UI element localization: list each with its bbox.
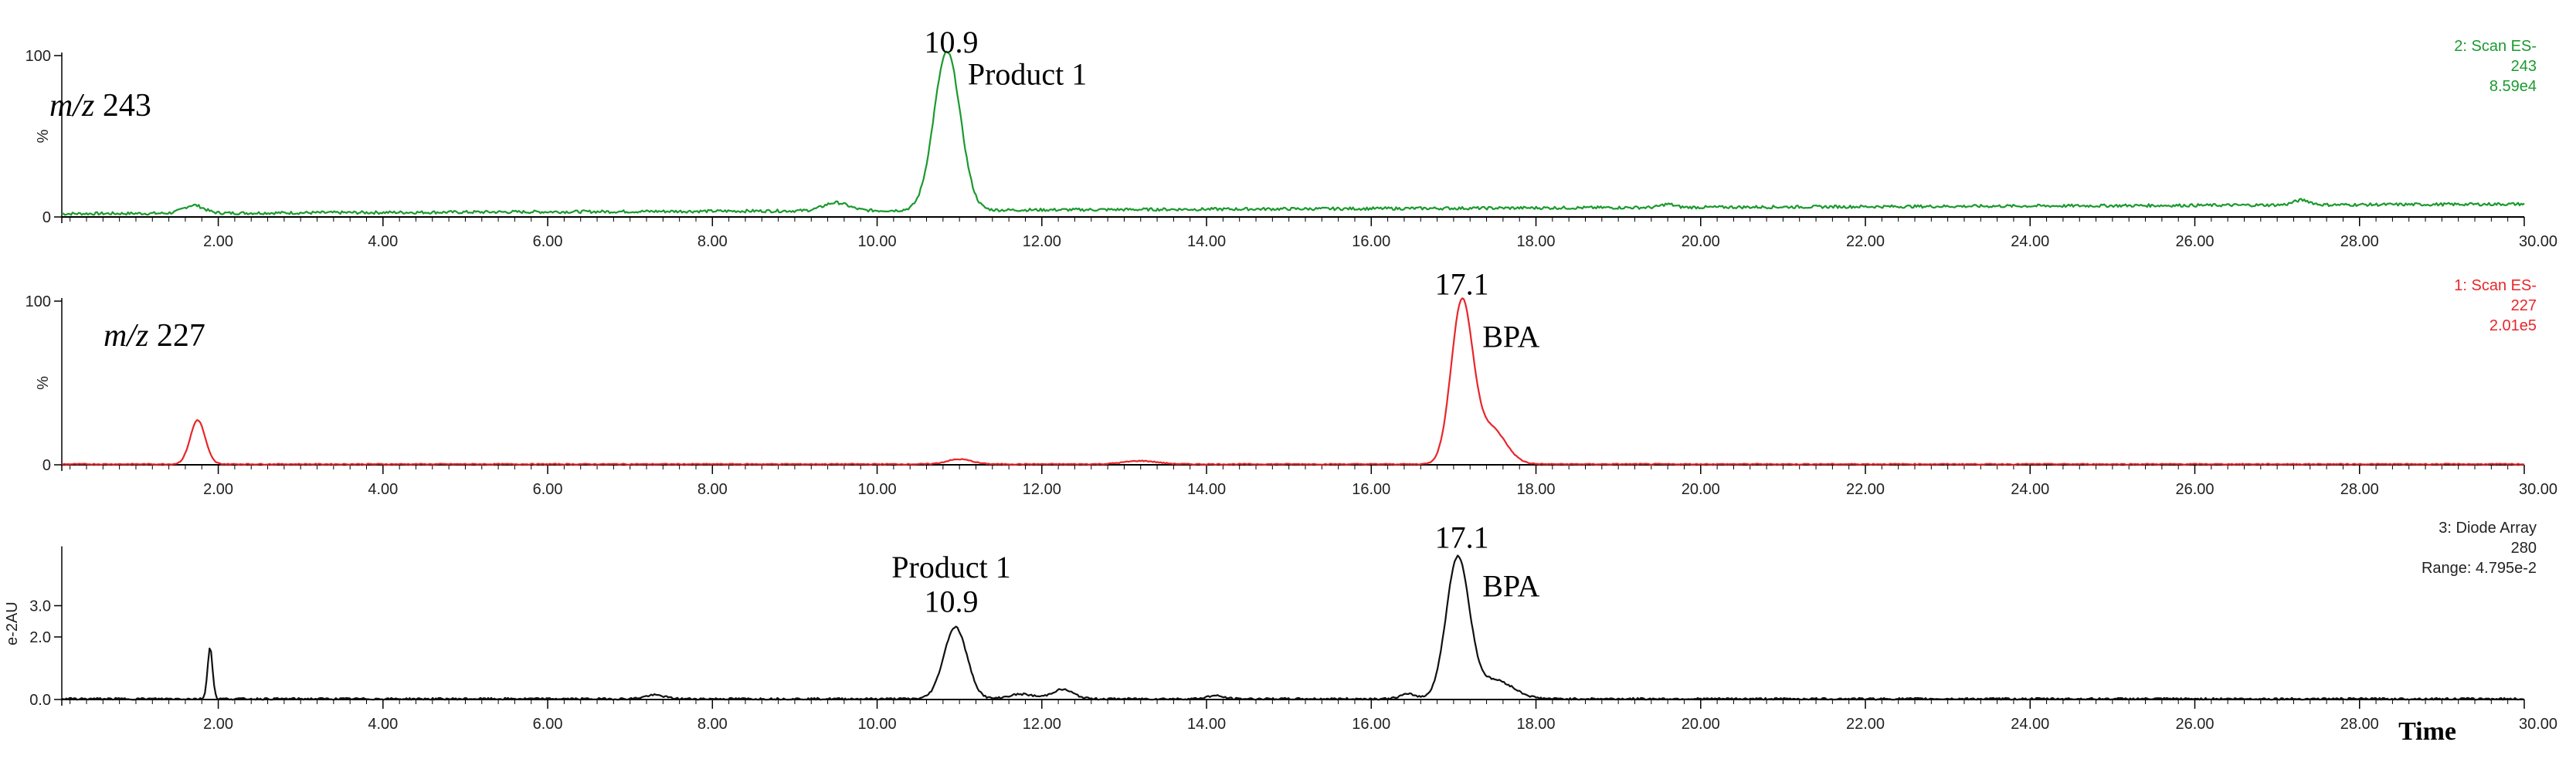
panel-mz227: 2.00 4.00 6.00 8.00 10.00 12.00 14.00 16.00 18.0…	[25, 267, 2557, 498]
x-tick-label: 8.00	[697, 716, 728, 733]
y-tick-label: 0	[42, 457, 51, 474]
x-tick-label: 30.00	[2519, 716, 2557, 733]
x-tick-label: 8.00	[697, 481, 728, 498]
x-tick-label: 22.00	[1846, 716, 1885, 733]
x-tick-label: 4.00	[368, 233, 398, 250]
y-tick-label: 100	[25, 293, 51, 310]
x-tick-label: 14.00	[1187, 233, 1226, 250]
panel-mz243: 2.00 4.00 6.00 8.00 10.00 12.00 14.00 16.00 18.0…	[25, 25, 2557, 250]
panels: 2.00 4.00 6.00 8.00 10.00 12.00 14.00 16.00 18.0…	[4, 25, 2557, 746]
x-tick-label: 6.00	[533, 233, 563, 250]
trace-info-line: 8.59e4	[2489, 78, 2537, 95]
mz-label: m/z 243	[49, 88, 151, 124]
x-tick-label: 24.00	[2011, 481, 2049, 498]
trace-info-line: 3: Diode Array	[2439, 520, 2537, 537]
x-tick-label: 6.00	[533, 481, 563, 498]
y-unit-label: e-2AU	[4, 601, 21, 645]
y-tick-label: 0.0	[29, 692, 51, 709]
x-tick-label: 12.00	[1023, 716, 1061, 733]
x-tick-label: 2.00	[203, 233, 233, 250]
peak-annotation: Product 1	[968, 57, 1087, 92]
y-tick-label: 0	[42, 209, 51, 226]
series-trace-mz227	[61, 297, 2525, 466]
peak-annotation: 10.9	[925, 584, 979, 619]
x-tick-label: 22.00	[1846, 233, 1885, 250]
series-trace-diode	[61, 554, 2525, 701]
x-tick-label: 10.00	[858, 716, 897, 733]
x-tick-label: 26.00	[2175, 716, 2214, 733]
trace-info-line: Range: 4.795e-2	[2422, 560, 2537, 577]
trace-info-line: 227	[2511, 297, 2537, 314]
x-tick-label: 20.00	[1682, 481, 1720, 498]
x-tick-label: 22.00	[1846, 481, 1885, 498]
x-tick-label: 18.00	[1517, 233, 1556, 250]
y-tick-label: 2.0	[29, 629, 51, 646]
trace-info-line: 2: Scan ES-	[2454, 38, 2537, 55]
trace-info-line: 2.01e5	[2489, 317, 2537, 334]
x-tick-label: 20.00	[1682, 716, 1720, 733]
x-tick-label: 30.00	[2519, 481, 2557, 498]
x-tick-label: 26.00	[2175, 481, 2214, 498]
x-tick-label: 28.00	[2340, 716, 2379, 733]
x-tick-label: 10.00	[858, 233, 897, 250]
y-percent-label: %	[35, 376, 52, 390]
peak-annotation: 17.1	[1435, 267, 1489, 302]
peak-annotation: BPA	[1482, 319, 1539, 354]
x-tick-label: 2.00	[203, 481, 233, 498]
y-percent-label: %	[35, 129, 52, 143]
trace-info-line: 243	[2511, 58, 2537, 75]
x-tick-label: 24.00	[2011, 233, 2049, 250]
x-tick-label: 14.00	[1187, 716, 1226, 733]
peak-annotation: 17.1	[1435, 520, 1489, 555]
x-tick-label: 4.00	[368, 481, 398, 498]
x-tick-label: 16.00	[1352, 233, 1390, 250]
x-tick-label: 6.00	[533, 716, 563, 733]
x-tick-label: 18.00	[1517, 481, 1556, 498]
x-tick-label: 4.00	[368, 716, 398, 733]
peak-annotation: 10.9	[925, 25, 979, 59]
x-tick-label: 2.00	[203, 716, 233, 733]
x-tick-label: 28.00	[2340, 233, 2379, 250]
trace-info-line: 1: Scan ES-	[2454, 277, 2537, 294]
x-tick-label: 12.00	[1023, 233, 1061, 250]
peak-annotation: Product 1	[891, 550, 1010, 584]
x-tick-label: 28.00	[2340, 481, 2379, 498]
x-tick-label: 20.00	[1682, 233, 1720, 250]
mz-label: m/z 227	[104, 318, 205, 354]
x-tick-label: 18.00	[1517, 716, 1556, 733]
y-tick-label: 100	[25, 48, 51, 65]
x-tick-label: 16.00	[1352, 481, 1390, 498]
panel-diode: 2.00 4.00 6.00 8.00 10.00 12.00 14.00 16.00 18.0…	[4, 520, 2557, 746]
x-tick-label: 26.00	[2175, 233, 2214, 250]
x-tick-label: 16.00	[1352, 716, 1390, 733]
x-tick-label: 10.00	[858, 481, 897, 498]
x-tick-label: 24.00	[2011, 716, 2049, 733]
peak-annotation: BPA	[1482, 568, 1539, 603]
y-tick-label: 3.0	[29, 598, 51, 615]
trace-info-line: 280	[2511, 540, 2537, 557]
x-tick-label: 8.00	[697, 233, 728, 250]
series-trace-mz243	[61, 50, 2525, 216]
x-tick-label: 14.00	[1187, 481, 1226, 498]
x-tick-label: 12.00	[1023, 481, 1061, 498]
x-axis-label: Time	[2398, 717, 2456, 746]
x-tick-label: 30.00	[2519, 233, 2557, 250]
